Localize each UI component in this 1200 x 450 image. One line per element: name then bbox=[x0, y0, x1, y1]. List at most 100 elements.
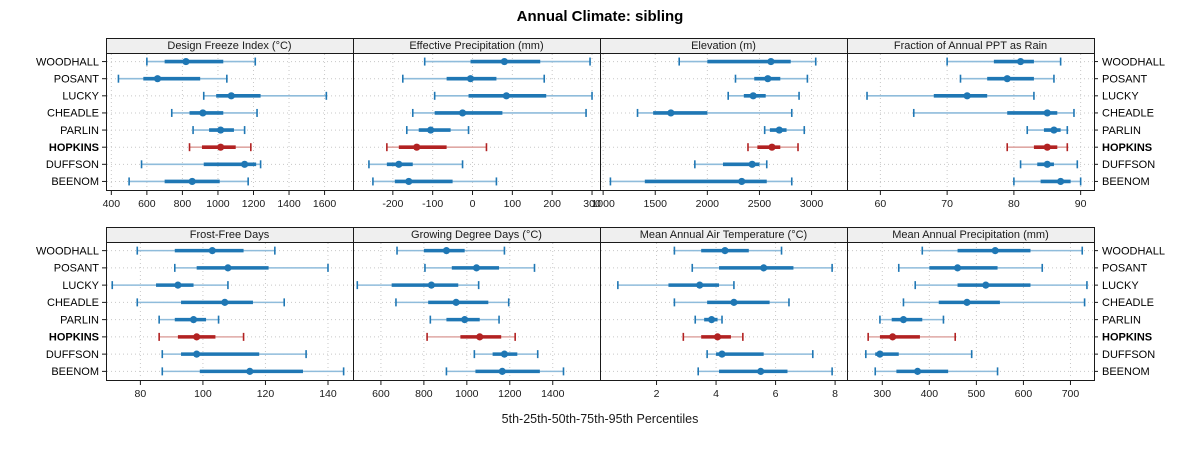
median-dot bbox=[749, 92, 757, 100]
plot-area bbox=[847, 242, 1095, 381]
station-label-left: HOPKINS bbox=[49, 332, 99, 344]
percentile-glyph-lucky bbox=[202, 91, 328, 100]
percentile-glyph-posant bbox=[173, 263, 329, 272]
x-tick-label: 200 bbox=[543, 198, 561, 210]
percentile-glyph-duffson bbox=[706, 350, 814, 359]
x-tick-label: 700 bbox=[1062, 388, 1080, 400]
x-tick-label: 1400 bbox=[541, 388, 565, 400]
x-tick-label: 1000 bbox=[455, 388, 479, 400]
median-dot bbox=[764, 75, 772, 83]
percentile-glyph-posant bbox=[897, 263, 1044, 272]
station-label-left: PARLIN bbox=[60, 314, 99, 326]
x-tick-label: 8 bbox=[832, 388, 838, 400]
x-tick-label: 600 bbox=[372, 388, 390, 400]
panel-title: Elevation (m) bbox=[691, 40, 756, 52]
x-tick-label: 1000 bbox=[206, 198, 230, 210]
x-tick-label: 90 bbox=[1075, 198, 1087, 210]
x-tick-label: -100 bbox=[422, 198, 443, 210]
panel-frost-free-days: Frost-Free Days 80 100 120 140 bbox=[102, 227, 354, 400]
panel-mean-annual-precipitation: Mean Annual Precipitation (mm) 300 400 500 6… bbox=[847, 227, 1098, 400]
panel-effective-precipitation: Effective Precipitation (mm) -200 -100 0 100… bbox=[353, 38, 601, 210]
median-dot bbox=[1043, 160, 1051, 168]
median-dot bbox=[217, 143, 225, 151]
percentile-glyph-duffson bbox=[161, 350, 307, 359]
station-label-right: POSANT bbox=[1102, 73, 1148, 85]
percentile-glyph-cheadle bbox=[395, 298, 510, 307]
panel-design-freeze-index: Design Freeze Index (°C) 400 600 800 1000 120… bbox=[102, 38, 354, 210]
percentile-glyph-parlin bbox=[694, 315, 723, 324]
median-dot bbox=[466, 75, 475, 83]
percentile-glyph-lucky bbox=[111, 281, 229, 290]
percentile-glyph-posant bbox=[117, 74, 228, 83]
station-label-right: CHEADLE bbox=[1102, 297, 1154, 309]
median-dot bbox=[193, 333, 201, 341]
station-label-left: POSANT bbox=[54, 263, 100, 275]
percentile-glyph-hopkins bbox=[386, 143, 488, 152]
percentile-glyph-cheadle bbox=[902, 298, 1086, 307]
median-dot bbox=[876, 350, 884, 358]
median-dot bbox=[405, 177, 413, 186]
station-label-right: HOPKINS bbox=[1102, 332, 1152, 344]
x-tick-label: 80 bbox=[1008, 198, 1020, 210]
median-dot bbox=[913, 367, 922, 375]
median-dot bbox=[427, 126, 435, 134]
percentile-glyph-duffson bbox=[1019, 160, 1079, 169]
median-dot bbox=[991, 247, 999, 255]
median-dot bbox=[472, 264, 481, 272]
panel-elevation: Elevation (m) 1000 1500 2000 2500 3000 bbox=[591, 38, 848, 210]
median-dot bbox=[767, 57, 775, 66]
median-dot bbox=[713, 333, 722, 341]
percentile-glyph-hopkins bbox=[158, 332, 245, 341]
x-tick-label: 2 bbox=[654, 388, 660, 400]
station-label-right: DUFFSON bbox=[1102, 159, 1155, 171]
percentile-glyph-beenom bbox=[874, 367, 999, 376]
median-dot bbox=[188, 177, 196, 186]
panel-title: Design Freeze Index (°C) bbox=[167, 40, 291, 52]
median-dot bbox=[189, 316, 198, 324]
station-label-left: WOODHALL bbox=[36, 56, 99, 68]
median-dot bbox=[476, 333, 484, 341]
plot-area bbox=[847, 53, 1095, 191]
median-dot bbox=[1003, 75, 1011, 83]
percentile-glyph-hopkins bbox=[1006, 143, 1069, 152]
station-label-right: PARLIN bbox=[1102, 125, 1141, 137]
median-dot bbox=[193, 350, 201, 358]
panel-title: Frost-Free Days bbox=[190, 229, 270, 241]
median-dot bbox=[963, 298, 971, 306]
percentile-glyph-beenom bbox=[609, 177, 793, 186]
x-tick-label: 1000 bbox=[591, 198, 615, 210]
plot-area bbox=[600, 242, 848, 381]
median-dot bbox=[182, 57, 190, 66]
x-tick-label: 1200 bbox=[498, 388, 522, 400]
plot-area bbox=[600, 53, 848, 191]
median-dot bbox=[1057, 177, 1065, 186]
panel-title: Growing Degree Days (°C) bbox=[411, 229, 542, 241]
station-label-right: HOPKINS bbox=[1102, 142, 1152, 154]
median-dot bbox=[174, 281, 182, 289]
station-label-right: BEENOM bbox=[1102, 176, 1150, 188]
percentile-glyph-lucky bbox=[866, 91, 1035, 100]
percentile-glyph-cheadle bbox=[912, 108, 1075, 117]
percentile-glyph-hopkins bbox=[747, 143, 799, 152]
percentile-glyph-hopkins bbox=[682, 332, 744, 341]
median-dot bbox=[241, 160, 249, 168]
x-tick-label: -200 bbox=[382, 198, 403, 210]
station-label-left: BEENOM bbox=[51, 176, 99, 188]
median-dot bbox=[775, 126, 783, 134]
percentile-glyph-posant bbox=[401, 74, 546, 83]
station-label-right: LUCKY bbox=[1102, 280, 1139, 292]
median-dot bbox=[217, 126, 225, 134]
percentile-glyph-parlin bbox=[429, 315, 500, 324]
percentile-glyph-duffson bbox=[368, 160, 464, 169]
percentile-glyph-parlin bbox=[763, 126, 806, 135]
station-label-left: DUFFSON bbox=[46, 159, 99, 171]
percentile-glyph-beenom bbox=[128, 177, 249, 186]
x-tick-label: 400 bbox=[921, 388, 939, 400]
percentile-glyph-duffson bbox=[694, 160, 768, 169]
percentile-glyph-beenom bbox=[445, 367, 565, 376]
median-dot bbox=[224, 264, 232, 272]
median-dot bbox=[246, 367, 254, 375]
x-tick-label: 300 bbox=[874, 388, 892, 400]
